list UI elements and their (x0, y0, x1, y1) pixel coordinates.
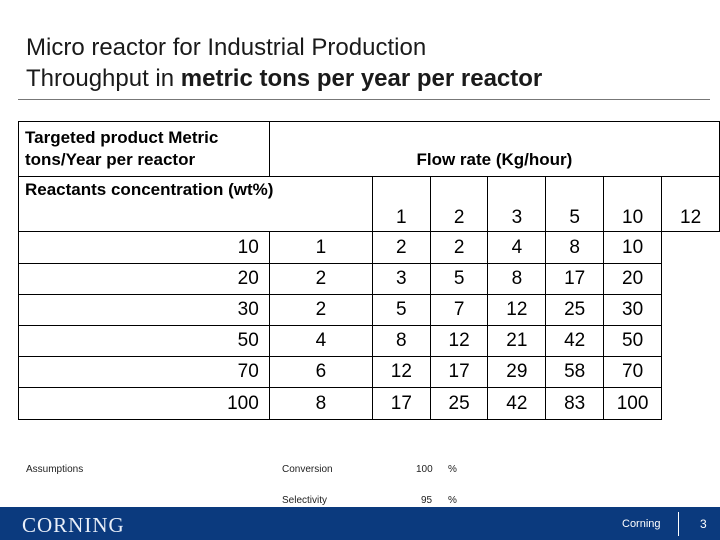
table-cell: 4 (268, 325, 373, 357)
targeted-product-header: Targeted product Metric tons/Year per re… (18, 121, 270, 177)
table-cell: 25 (429, 387, 489, 420)
table-cell: 12 (487, 294, 547, 326)
title-line-1: Micro reactor for Industrial Production (26, 34, 427, 61)
assumption-name: Selectivity (282, 495, 328, 506)
table-cell: 8 (545, 231, 605, 264)
table-cell: 6 (268, 356, 373, 388)
table-cell: 2 (268, 294, 373, 326)
throughput-table: Targeted product Metric tons/Year per re… (18, 121, 720, 420)
table-cell: 8 (268, 387, 373, 420)
table-cell: 70 (603, 356, 663, 388)
flow-rate-cell: 1 (371, 176, 431, 232)
table-cell: 12 (429, 325, 489, 357)
flow-rate-cell: 2 (429, 176, 489, 232)
table-row: 50 4 8 12 21 42 50 (18, 325, 720, 357)
assumption-unit: % (448, 464, 457, 475)
table-cell: 17 (371, 387, 431, 420)
table-cell: 12 (371, 356, 431, 388)
table-cell: 25 (545, 294, 605, 326)
assumption-name: Conversion (282, 464, 333, 475)
slide-title: Micro reactor for Industrial Production … (26, 32, 706, 94)
table-header-row: Targeted product Metric tons/Year per re… (18, 121, 720, 177)
footer-company: Corning (622, 518, 661, 530)
page-number: 3 (700, 517, 707, 531)
table-cell: 83 (545, 387, 605, 420)
table-cell: 17 (429, 356, 489, 388)
title-line-2-plain: Throughput in (26, 65, 181, 92)
flow-rate-cell: 5 (545, 176, 605, 232)
concentration-cell: 20 (18, 263, 270, 295)
table-row: 30 2 5 7 12 25 30 (18, 294, 720, 326)
table-cell: 3 (371, 263, 431, 295)
footer-divider (678, 512, 679, 536)
table-row: 20 2 3 5 8 17 20 (18, 263, 720, 295)
table-cell: 4 (487, 231, 547, 264)
table-cell: 20 (603, 263, 663, 295)
table-cell: 7 (429, 294, 489, 326)
table-row: 10 1 2 2 4 8 10 (18, 231, 720, 264)
concentration-cell: 70 (18, 356, 270, 388)
table-cell: 42 (545, 325, 605, 357)
table-cell: 8 (371, 325, 431, 357)
flow-rate-cell: 3 (487, 176, 547, 232)
table-row: 100 8 17 25 42 83 100 (18, 387, 720, 420)
concentration-header: Reactants concentration (wt%) (18, 176, 373, 232)
flow-rate-row: Reactants concentration (wt%) 1 2 3 5 10… (18, 176, 720, 232)
assumption-value: 100 (416, 464, 433, 475)
table-cell: 21 (487, 325, 547, 357)
corning-logo: CORNING (22, 513, 125, 537)
title-line-2-bold: metric tons per year per reactor (180, 65, 543, 92)
table-cell: 5 (371, 294, 431, 326)
table-cell: 2 (429, 231, 489, 264)
assumption-unit: % (448, 495, 457, 506)
table-cell: 10 (603, 231, 663, 264)
table-cell: 2 (371, 231, 431, 264)
table-cell: 2 (268, 263, 373, 295)
concentration-cell: 10 (18, 231, 270, 264)
table-cell: 100 (603, 387, 663, 420)
footer-bar: CORNING Corning 3 (0, 507, 720, 540)
flow-rate-cell: 12 (661, 176, 720, 232)
table-cell: 5 (429, 263, 489, 295)
table-cell: 17 (545, 263, 605, 295)
concentration-cell: 100 (18, 387, 270, 420)
assumptions-label: Assumptions (26, 464, 84, 475)
flow-rate-cell: 10 (603, 176, 663, 232)
title-divider (18, 99, 710, 100)
assumption-value: 95 (421, 495, 433, 506)
table-cell: 29 (487, 356, 547, 388)
concentration-cell: 50 (18, 325, 270, 357)
flow-rate-header: Flow rate (Kg/hour) (268, 121, 720, 177)
table-cell: 8 (487, 263, 547, 295)
table-cell: 58 (545, 356, 605, 388)
table-row: 70 6 12 17 29 58 70 (18, 356, 720, 388)
table-cell: 50 (603, 325, 663, 357)
table-cell: 30 (603, 294, 663, 326)
concentration-cell: 30 (18, 294, 270, 326)
table-cell: 42 (487, 387, 547, 420)
title-line-2: Throughput in metric tons per year per r… (26, 63, 706, 94)
table-cell: 1 (268, 231, 373, 264)
